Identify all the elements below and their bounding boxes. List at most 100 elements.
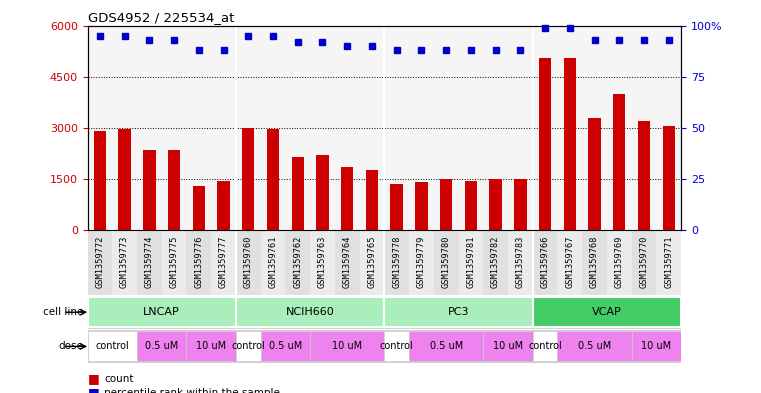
Bar	[533, 331, 557, 362]
Text: GSM1359761: GSM1359761	[269, 235, 278, 288]
Text: ■: ■	[88, 372, 99, 386]
Bar	[657, 230, 681, 295]
Text: GSM1359781: GSM1359781	[466, 235, 476, 288]
Bar	[607, 230, 632, 295]
Text: control: control	[380, 342, 413, 351]
Bar	[94, 131, 106, 230]
Bar	[416, 182, 428, 230]
Bar	[310, 331, 384, 362]
Bar	[366, 170, 378, 230]
Bar	[458, 230, 483, 295]
Text: GSM1359780: GSM1359780	[441, 235, 451, 288]
Bar	[508, 230, 533, 295]
Bar	[638, 121, 650, 230]
Bar	[261, 331, 310, 362]
Bar	[613, 94, 626, 230]
Text: control: control	[528, 342, 562, 351]
Text: GSM1359777: GSM1359777	[219, 235, 228, 288]
Bar	[236, 331, 260, 362]
Text: GSM1359764: GSM1359764	[342, 235, 352, 288]
Text: percentile rank within the sample: percentile rank within the sample	[104, 387, 280, 393]
Text: GSM1359779: GSM1359779	[417, 235, 426, 288]
Bar	[384, 331, 409, 362]
Text: GSM1359772: GSM1359772	[95, 235, 104, 288]
Bar	[88, 331, 137, 362]
Bar	[186, 331, 236, 362]
Bar	[267, 129, 279, 230]
Bar	[236, 230, 260, 295]
Text: GSM1359768: GSM1359768	[590, 235, 599, 288]
Text: 0.5 uM: 0.5 uM	[578, 342, 611, 351]
Bar	[557, 331, 632, 362]
Text: GDS4952 / 225534_at: GDS4952 / 225534_at	[88, 11, 234, 24]
Bar	[341, 167, 353, 230]
Bar	[514, 179, 527, 230]
Text: GSM1359762: GSM1359762	[293, 235, 302, 288]
Text: count: count	[104, 374, 134, 384]
Text: 10 uM: 10 uM	[332, 342, 362, 351]
Bar	[186, 230, 212, 295]
Text: 10 uM: 10 uM	[642, 342, 671, 351]
Bar	[489, 179, 501, 230]
Text: PC3: PC3	[447, 307, 470, 317]
Text: control: control	[95, 342, 129, 351]
Bar	[285, 230, 310, 295]
Bar	[409, 230, 434, 295]
Text: 0.5 uM: 0.5 uM	[269, 342, 302, 351]
Text: GSM1359771: GSM1359771	[664, 235, 673, 288]
Bar	[261, 230, 285, 295]
Bar	[384, 230, 409, 295]
Bar	[291, 157, 304, 230]
Text: GSM1359760: GSM1359760	[244, 235, 253, 288]
Text: cell line: cell line	[43, 307, 84, 317]
Bar	[317, 155, 329, 230]
Bar	[88, 230, 113, 295]
Bar	[483, 331, 533, 362]
Bar	[390, 184, 403, 230]
Text: LNCAP: LNCAP	[143, 307, 180, 317]
Text: GSM1359763: GSM1359763	[318, 235, 327, 288]
Text: 10 uM: 10 uM	[493, 342, 523, 351]
Text: 0.5 uM: 0.5 uM	[429, 342, 463, 351]
Bar	[663, 126, 675, 230]
Text: GSM1359774: GSM1359774	[145, 235, 154, 288]
Text: GSM1359782: GSM1359782	[491, 235, 500, 288]
Bar	[588, 118, 600, 230]
Bar	[465, 180, 477, 230]
Text: ■: ■	[88, 386, 99, 393]
Bar	[137, 230, 161, 295]
Bar	[359, 230, 384, 295]
Bar	[119, 129, 131, 230]
Bar	[218, 180, 230, 230]
Bar	[557, 230, 582, 295]
Bar	[335, 230, 360, 295]
Bar	[310, 230, 335, 295]
Text: 10 uM: 10 uM	[196, 342, 226, 351]
Bar	[632, 230, 657, 295]
Text: GSM1359765: GSM1359765	[368, 235, 377, 288]
Bar	[440, 179, 452, 230]
Bar	[143, 150, 155, 230]
Bar	[539, 58, 551, 230]
Text: GSM1359776: GSM1359776	[194, 235, 203, 288]
Text: GSM1359778: GSM1359778	[392, 235, 401, 288]
Bar	[113, 230, 137, 295]
Text: GSM1359775: GSM1359775	[170, 235, 179, 288]
Text: GSM1359783: GSM1359783	[516, 235, 525, 288]
Text: dose: dose	[59, 342, 84, 351]
Bar	[533, 230, 557, 295]
Text: GSM1359767: GSM1359767	[565, 235, 575, 288]
Bar	[212, 230, 236, 295]
Text: control: control	[231, 342, 265, 351]
Bar	[88, 297, 236, 327]
Bar	[632, 331, 681, 362]
Bar	[434, 230, 458, 295]
Text: GSM1359769: GSM1359769	[615, 235, 624, 288]
Bar	[564, 58, 576, 230]
Text: NCIH660: NCIH660	[285, 307, 335, 317]
Bar	[582, 230, 607, 295]
Text: 0.5 uM: 0.5 uM	[145, 342, 178, 351]
Bar	[137, 331, 186, 362]
Bar	[193, 185, 205, 230]
Text: VCAP: VCAP	[592, 307, 622, 317]
